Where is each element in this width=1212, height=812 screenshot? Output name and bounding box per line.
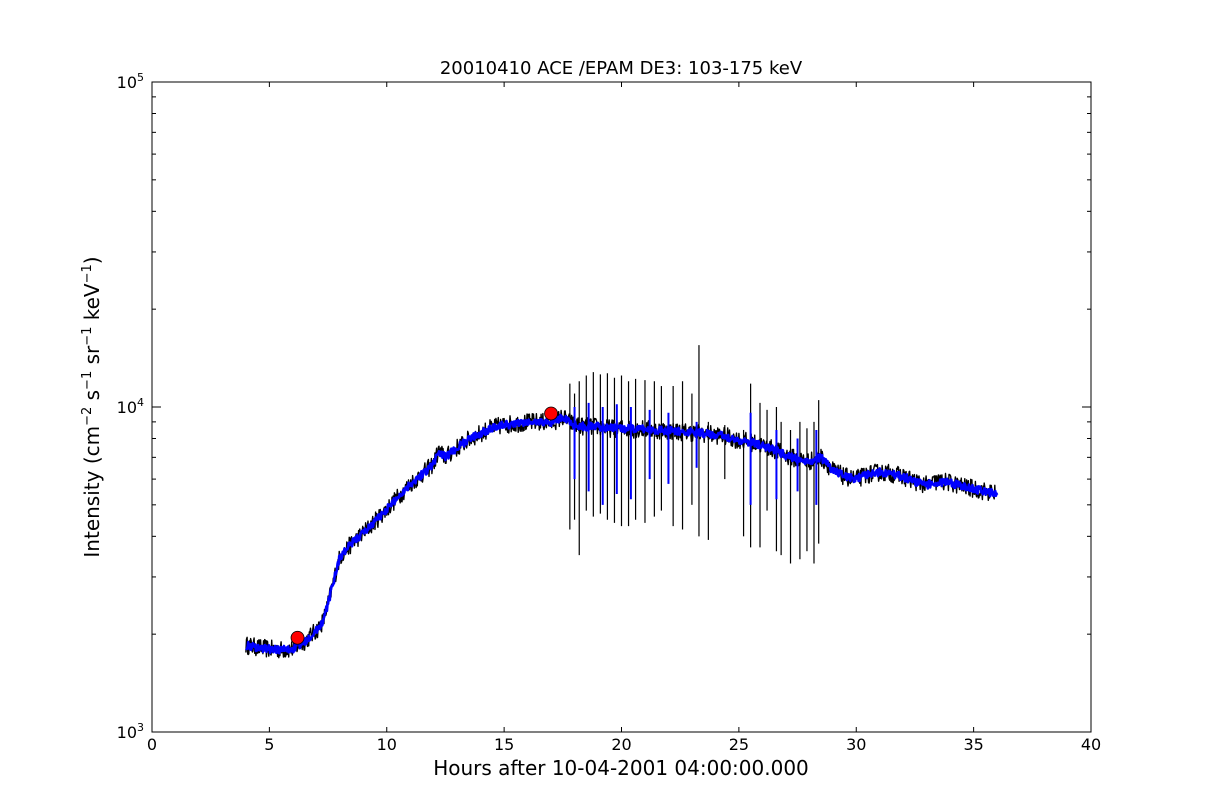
y-tick-label-0: 103 [117, 721, 144, 742]
event-marker-1 [544, 406, 558, 421]
x-tick-label-1: 5 [264, 735, 274, 754]
x-tick-label-8: 40 [1081, 735, 1101, 754]
event-marker-0 [290, 630, 305, 645]
x-axis-label: Hours after 10-04-2001 04:00:00.000 [433, 756, 809, 780]
y-axis-label: Intensity (cm−2 s−1 sr−1 keV−1) [80, 256, 104, 557]
x-tick-label-6: 30 [846, 735, 866, 754]
x-tick-label-4: 20 [611, 735, 631, 754]
plot-data-layer [244, 345, 999, 659]
x-tick-label-0: 0 [147, 735, 157, 754]
x-tick-label-3: 15 [494, 735, 514, 754]
axis-ticks: 0 5 10 15 20 25 30 35 40 103 104 105 [117, 71, 1102, 754]
series-1-group [244, 402, 999, 655]
series-1-line [244, 413, 999, 655]
x-tick-label-7: 35 [963, 735, 983, 754]
x-tick-label-2: 10 [377, 735, 397, 754]
y-tick-label-1: 104 [117, 396, 144, 417]
x-tick-label-5: 25 [729, 735, 749, 754]
series-0-group [245, 345, 998, 659]
chart-title: 20010410 ACE /EPAM DE3: 103-175 keV [440, 58, 803, 79]
y-tick-label-2: 105 [117, 71, 144, 92]
